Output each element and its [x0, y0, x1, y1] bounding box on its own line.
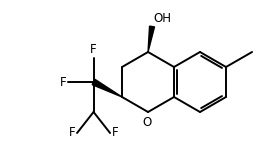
- Text: F: F: [90, 43, 97, 56]
- Text: F: F: [112, 126, 119, 140]
- Text: F: F: [59, 75, 66, 88]
- Polygon shape: [92, 79, 122, 97]
- Text: O: O: [142, 116, 152, 129]
- Polygon shape: [148, 26, 154, 52]
- Text: F: F: [68, 126, 75, 140]
- Text: OH: OH: [153, 12, 171, 24]
